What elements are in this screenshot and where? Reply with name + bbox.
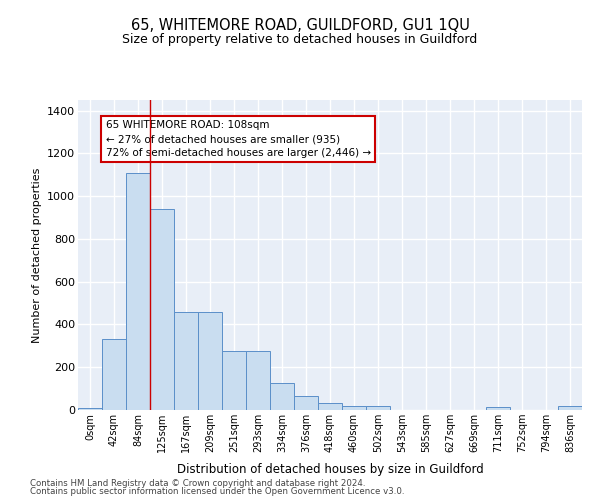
Text: Size of property relative to detached houses in Guildford: Size of property relative to detached ho… (122, 32, 478, 46)
Bar (486, 407, 510, 410)
Bar (270, 384, 294, 410)
Bar (246, 351, 270, 410)
Text: 65 WHITEMORE ROAD: 108sqm
← 27% of detached houses are smaller (935)
72% of semi: 65 WHITEMORE ROAD: 108sqm ← 27% of detac… (106, 120, 371, 158)
Text: Contains HM Land Registry data © Crown copyright and database right 2024.: Contains HM Land Registry data © Crown c… (30, 478, 365, 488)
Bar (126, 172, 150, 410)
Bar (150, 209, 174, 410)
Bar (198, 312, 222, 410)
Bar (366, 406, 390, 410)
Y-axis label: Number of detached properties: Number of detached properties (32, 168, 41, 342)
Bar (318, 402, 342, 410)
Bar (294, 396, 318, 410)
Bar (342, 406, 366, 410)
Bar (174, 312, 198, 410)
Text: 65, WHITEMORE ROAD, GUILDFORD, GU1 1QU: 65, WHITEMORE ROAD, GUILDFORD, GU1 1QU (131, 18, 469, 32)
Bar (222, 351, 246, 410)
Bar (102, 340, 126, 410)
Bar (78, 408, 102, 410)
X-axis label: Distribution of detached houses by size in Guildford: Distribution of detached houses by size … (176, 464, 484, 476)
Text: Contains public sector information licensed under the Open Government Licence v3: Contains public sector information licen… (30, 487, 404, 496)
Bar (558, 406, 582, 410)
